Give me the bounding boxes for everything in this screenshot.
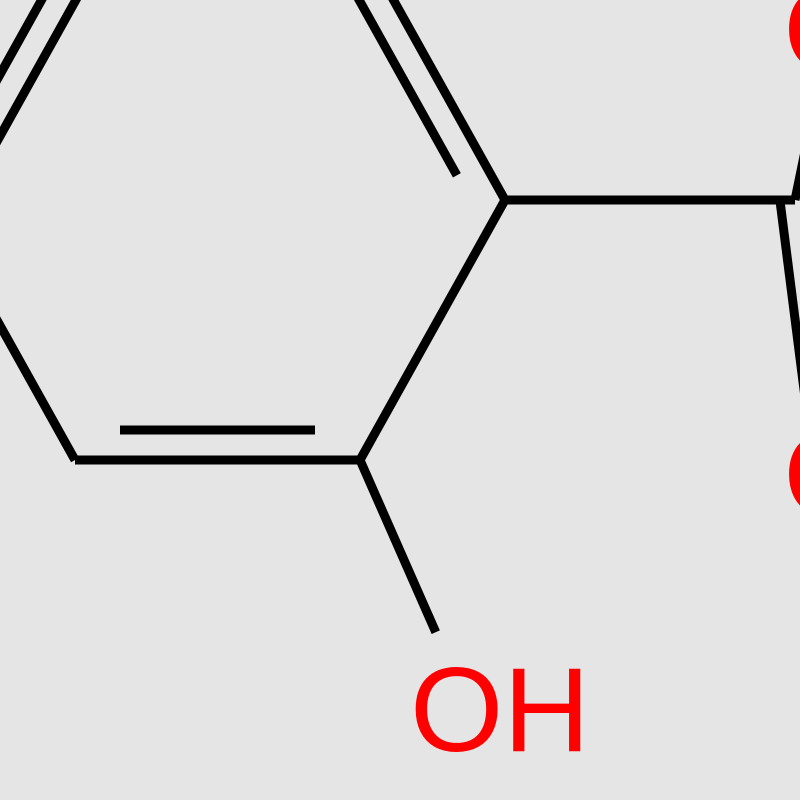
atom-label-o: O [783,0,800,97]
atom-label-oh: OH [410,643,590,777]
atom-label-o: O [783,408,800,542]
diagram-background [0,0,800,800]
molecule-diagram: O O OH [0,0,800,800]
